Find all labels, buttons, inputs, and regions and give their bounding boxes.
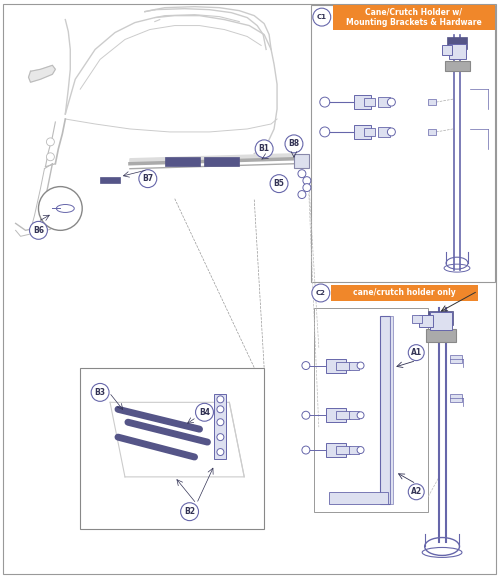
Bar bbox=[442, 46, 452, 55]
Bar bbox=[314, 308, 428, 512]
Circle shape bbox=[357, 412, 364, 418]
Text: C1: C1 bbox=[317, 14, 327, 20]
Bar bbox=[294, 154, 309, 168]
Bar bbox=[164, 157, 200, 166]
Circle shape bbox=[30, 221, 48, 239]
Bar bbox=[378, 97, 390, 107]
Bar bbox=[348, 446, 358, 454]
Circle shape bbox=[46, 138, 54, 146]
Bar bbox=[428, 129, 436, 135]
Bar bbox=[332, 5, 495, 29]
Text: B4: B4 bbox=[199, 407, 210, 417]
Text: C2: C2 bbox=[316, 290, 326, 296]
Bar bbox=[412, 315, 422, 323]
Bar bbox=[445, 61, 470, 71]
Bar bbox=[348, 412, 358, 419]
Circle shape bbox=[298, 170, 306, 177]
Text: B3: B3 bbox=[94, 388, 106, 397]
Circle shape bbox=[139, 170, 157, 188]
Bar bbox=[450, 355, 462, 362]
Circle shape bbox=[298, 191, 306, 198]
Text: A1: A1 bbox=[410, 348, 422, 357]
Circle shape bbox=[196, 403, 214, 421]
Polygon shape bbox=[130, 154, 294, 164]
Bar bbox=[430, 312, 452, 330]
Bar bbox=[204, 157, 240, 166]
Circle shape bbox=[217, 406, 224, 413]
Bar bbox=[450, 394, 462, 402]
Circle shape bbox=[302, 446, 310, 454]
Bar bbox=[354, 95, 372, 109]
Circle shape bbox=[320, 97, 330, 107]
Bar bbox=[336, 412, 349, 419]
Bar bbox=[364, 98, 376, 106]
Bar bbox=[214, 394, 226, 459]
Bar bbox=[390, 316, 394, 503]
Bar bbox=[428, 99, 436, 105]
Bar bbox=[100, 177, 120, 183]
Text: B6: B6 bbox=[33, 226, 44, 235]
Circle shape bbox=[388, 98, 396, 106]
Circle shape bbox=[285, 135, 303, 153]
Bar bbox=[326, 408, 345, 422]
Circle shape bbox=[38, 187, 82, 231]
Text: B1: B1 bbox=[258, 144, 270, 153]
Polygon shape bbox=[28, 65, 56, 82]
Circle shape bbox=[408, 344, 424, 361]
Bar bbox=[80, 368, 264, 528]
Circle shape bbox=[46, 153, 54, 161]
Circle shape bbox=[388, 128, 396, 136]
Bar bbox=[449, 45, 466, 60]
Text: cane/crutch holder only: cane/crutch holder only bbox=[353, 288, 456, 298]
Circle shape bbox=[357, 362, 364, 369]
Circle shape bbox=[313, 8, 330, 26]
Circle shape bbox=[270, 175, 288, 192]
Bar bbox=[311, 5, 495, 282]
Bar bbox=[348, 362, 358, 369]
Bar bbox=[326, 358, 345, 372]
Circle shape bbox=[217, 418, 224, 425]
Text: B8: B8 bbox=[288, 139, 300, 149]
Bar bbox=[419, 315, 433, 327]
Bar bbox=[336, 446, 349, 454]
Circle shape bbox=[320, 127, 330, 137]
Bar bbox=[354, 125, 372, 139]
Bar bbox=[326, 443, 345, 457]
Circle shape bbox=[255, 140, 273, 158]
Bar bbox=[330, 285, 478, 301]
Bar bbox=[364, 128, 376, 136]
Text: Cane/Crutch Holder w/
Mounting Brackets & Hardware: Cane/Crutch Holder w/ Mounting Brackets … bbox=[346, 8, 482, 27]
Circle shape bbox=[303, 177, 311, 184]
Bar bbox=[426, 329, 456, 342]
Circle shape bbox=[180, 503, 198, 521]
Circle shape bbox=[408, 484, 424, 500]
Circle shape bbox=[357, 447, 364, 454]
Text: A2: A2 bbox=[410, 487, 422, 497]
Circle shape bbox=[302, 412, 310, 419]
Bar bbox=[328, 492, 388, 503]
Text: B2: B2 bbox=[184, 507, 195, 516]
Circle shape bbox=[303, 184, 311, 191]
Circle shape bbox=[91, 383, 109, 401]
Bar bbox=[447, 38, 467, 50]
Circle shape bbox=[217, 396, 224, 403]
Text: B7: B7 bbox=[142, 174, 154, 183]
Circle shape bbox=[312, 284, 330, 302]
Text: B5: B5 bbox=[274, 179, 284, 188]
Circle shape bbox=[217, 434, 224, 440]
Bar bbox=[378, 127, 390, 137]
Circle shape bbox=[302, 362, 310, 369]
Bar bbox=[428, 311, 453, 325]
Circle shape bbox=[217, 449, 224, 455]
Bar bbox=[380, 316, 390, 503]
Bar bbox=[336, 362, 349, 369]
